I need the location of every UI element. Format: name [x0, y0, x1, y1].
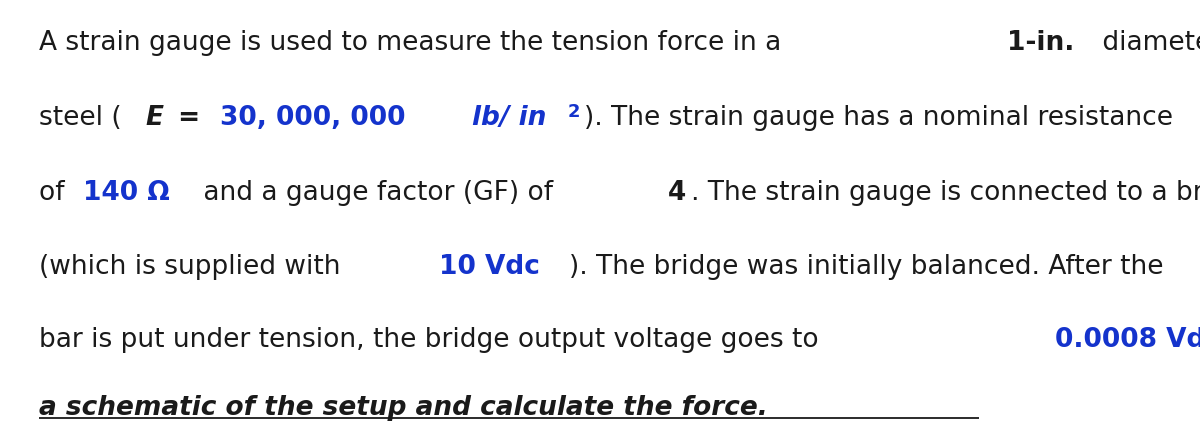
- Text: 140 Ω: 140 Ω: [83, 179, 169, 205]
- Text: 0.0008 Vdc: 0.0008 Vdc: [1056, 326, 1200, 352]
- Text: steel (: steel (: [38, 105, 121, 131]
- Text: 10 Vdc: 10 Vdc: [438, 254, 540, 280]
- Text: a schematic of the setup and calculate the force.: a schematic of the setup and calculate t…: [38, 394, 768, 420]
- Text: ). The strain gauge has a nominal resistance: ). The strain gauge has a nominal resist…: [583, 105, 1172, 131]
- Text: ). The bridge was initially balanced. After the: ). The bridge was initially balanced. Af…: [569, 254, 1163, 280]
- Text: =: =: [168, 105, 209, 131]
- Text: 2: 2: [568, 103, 580, 121]
- Text: diameter bar of: diameter bar of: [1094, 30, 1200, 57]
- Text: 30, 000, 000: 30, 000, 000: [221, 105, 415, 131]
- Text: E: E: [145, 105, 163, 131]
- Text: bar is put under tension, the bridge output voltage goes to: bar is put under tension, the bridge out…: [38, 326, 827, 352]
- Text: (which is supplied with: (which is supplied with: [38, 254, 348, 280]
- Text: and a gauge factor (GF) of: and a gauge factor (GF) of: [194, 179, 562, 205]
- Text: . The strain gauge is connected to a bridge: . The strain gauge is connected to a bri…: [691, 179, 1200, 205]
- Text: of: of: [38, 179, 73, 205]
- Text: A strain gauge is used to measure the tension force in a: A strain gauge is used to measure the te…: [38, 30, 790, 57]
- Text: 1-in.: 1-in.: [1007, 30, 1075, 57]
- Text: lb/ in: lb/ in: [472, 105, 546, 131]
- Text: 4: 4: [667, 179, 685, 205]
